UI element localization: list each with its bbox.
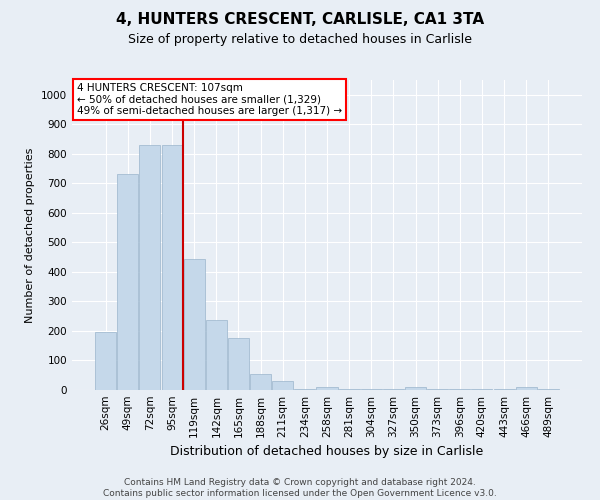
- Bar: [184, 258, 205, 390]
- Bar: [427, 388, 448, 390]
- Bar: [139, 145, 160, 390]
- Bar: [316, 387, 338, 390]
- X-axis label: Distribution of detached houses by size in Carlisle: Distribution of detached houses by size …: [170, 446, 484, 458]
- Bar: [295, 388, 316, 390]
- Bar: [361, 388, 382, 390]
- Bar: [118, 174, 139, 390]
- Text: 4 HUNTERS CRESCENT: 107sqm
← 50% of detached houses are smaller (1,329)
49% of s: 4 HUNTERS CRESCENT: 107sqm ← 50% of deta…: [77, 83, 342, 116]
- Text: 4, HUNTERS CRESCENT, CARLISLE, CA1 3TA: 4, HUNTERS CRESCENT, CARLISLE, CA1 3TA: [116, 12, 484, 28]
- Bar: [383, 388, 404, 390]
- Bar: [472, 388, 493, 390]
- Text: Size of property relative to detached houses in Carlisle: Size of property relative to detached ho…: [128, 32, 472, 46]
- Bar: [494, 388, 515, 390]
- Bar: [338, 388, 359, 390]
- Bar: [250, 374, 271, 390]
- Bar: [515, 387, 536, 390]
- Bar: [206, 320, 227, 390]
- Bar: [228, 338, 249, 390]
- Y-axis label: Number of detached properties: Number of detached properties: [25, 148, 35, 322]
- Bar: [272, 381, 293, 390]
- Bar: [161, 145, 182, 390]
- Bar: [95, 332, 116, 390]
- Bar: [449, 388, 470, 390]
- Text: Contains HM Land Registry data © Crown copyright and database right 2024.
Contai: Contains HM Land Registry data © Crown c…: [103, 478, 497, 498]
- Bar: [538, 388, 559, 390]
- Bar: [405, 387, 426, 390]
